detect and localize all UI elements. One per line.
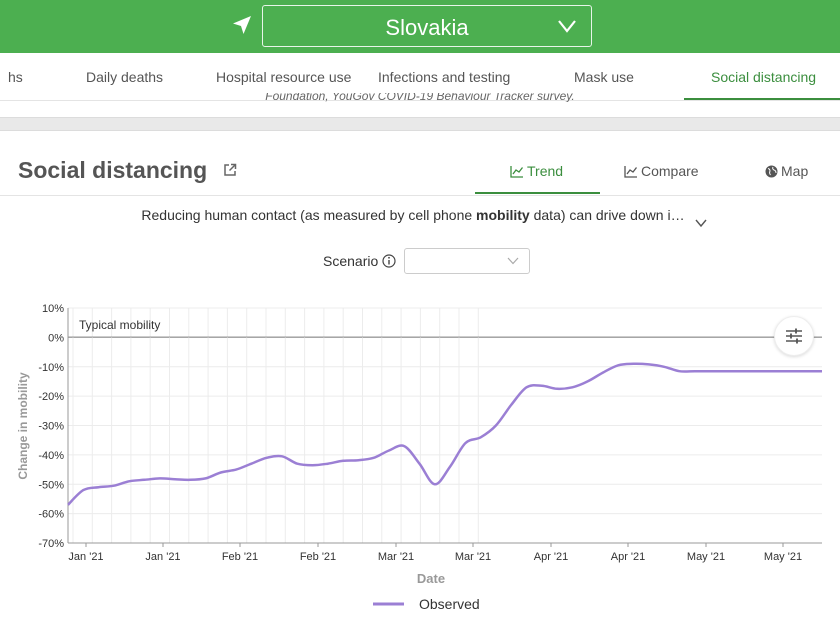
tab-deaths-partial[interactable]: hs bbox=[8, 69, 23, 85]
topic-tabs: hs Daily deaths Hospital resource use In… bbox=[0, 53, 840, 101]
tab-social-distancing[interactable]: Social distancing bbox=[711, 69, 817, 85]
chevron-down-icon bbox=[507, 257, 519, 265]
x-tick-label: Apr '21 bbox=[534, 551, 569, 563]
y-tick-label: -60% bbox=[38, 509, 64, 521]
y-tick-label: -70% bbox=[38, 538, 64, 550]
observed-series-line bbox=[67, 362, 822, 506]
y-tick-label: 0% bbox=[48, 332, 64, 344]
view-tab-map[interactable]: Map bbox=[765, 163, 808, 179]
external-link-icon[interactable] bbox=[223, 163, 237, 177]
info-icon[interactable] bbox=[382, 254, 396, 268]
tab-mask-use[interactable]: Mask use bbox=[574, 69, 634, 85]
globe-icon bbox=[765, 165, 778, 178]
chart-settings-button[interactable] bbox=[774, 316, 814, 356]
x-tick-label: Feb '21 bbox=[222, 551, 258, 563]
x-axis: Jan '21 Jan '21 Feb '21 Feb '21 Mar '21 Mar '… bbox=[68, 542, 822, 563]
x-tick-label: Feb '21 bbox=[300, 551, 336, 563]
tab-daily-deaths[interactable]: Daily deaths bbox=[86, 69, 164, 85]
expand-description-icon[interactable] bbox=[695, 218, 707, 228]
y-axis: 10% 0% -10% -20% -30% -40% -50% -60% -70% bbox=[38, 303, 69, 550]
x-tick-label: Mar '21 bbox=[378, 551, 414, 563]
active-view-indicator bbox=[475, 192, 600, 194]
x-tick-label: Jan '21 bbox=[68, 551, 103, 563]
sliders-icon bbox=[786, 328, 802, 344]
y-tick-label: -50% bbox=[38, 479, 64, 491]
mobility-trend-chart: 10% 0% -10% -20% -30% -40% -50% -60% -70% Jan '2… bbox=[16, 303, 822, 612]
active-tab-indicator bbox=[684, 98, 840, 100]
typical-mobility-label: Typical mobility bbox=[79, 318, 160, 332]
description-text: Reducing human contact (as measured by c… bbox=[141, 207, 685, 223]
line-chart-icon bbox=[510, 166, 524, 178]
header-divider bbox=[0, 195, 840, 196]
y-tick-label: -20% bbox=[38, 391, 64, 403]
y-tick-label: 10% bbox=[42, 303, 64, 315]
tab-hospital-resource-use[interactable]: Hospital resource use bbox=[216, 69, 352, 85]
x-tick-label: Apr '21 bbox=[611, 551, 646, 563]
y-tick-label: -40% bbox=[38, 450, 64, 462]
page-title: Social distancing bbox=[18, 157, 208, 183]
tab-infections-testing[interactable]: Infections and testing bbox=[378, 69, 511, 85]
scenario-select[interactable] bbox=[404, 248, 530, 274]
y-axis-title: Change in mobility bbox=[16, 372, 30, 480]
chevron-down-icon bbox=[558, 20, 576, 33]
x-tick-label: Mar '21 bbox=[455, 551, 491, 563]
view-tab-compare[interactable]: Compare bbox=[624, 163, 699, 179]
chart-grid bbox=[68, 307, 822, 544]
scenario-label: Scenario bbox=[323, 253, 379, 269]
x-tick-label: May '21 bbox=[687, 551, 725, 563]
legend-label-observed[interactable]: Observed bbox=[419, 596, 480, 612]
country-select[interactable]: Slovakia bbox=[262, 5, 592, 47]
x-axis-title: Date bbox=[417, 571, 445, 586]
y-tick-label: -10% bbox=[38, 362, 64, 374]
country-name: Slovakia bbox=[385, 15, 469, 40]
y-tick-label: -30% bbox=[38, 421, 64, 433]
source-note: Foundation, YouGov COVID-19 Behaviour Tr… bbox=[265, 93, 575, 102]
x-tick-label: Jan '21 bbox=[145, 551, 180, 563]
section-divider bbox=[0, 117, 840, 131]
top-bar: Slovakia bbox=[0, 0, 840, 53]
location-arrow-icon[interactable] bbox=[230, 13, 254, 37]
view-tab-trend[interactable]: Trend bbox=[510, 163, 563, 179]
x-tick-label: May '21 bbox=[764, 551, 802, 563]
line-chart-icon bbox=[624, 166, 638, 178]
